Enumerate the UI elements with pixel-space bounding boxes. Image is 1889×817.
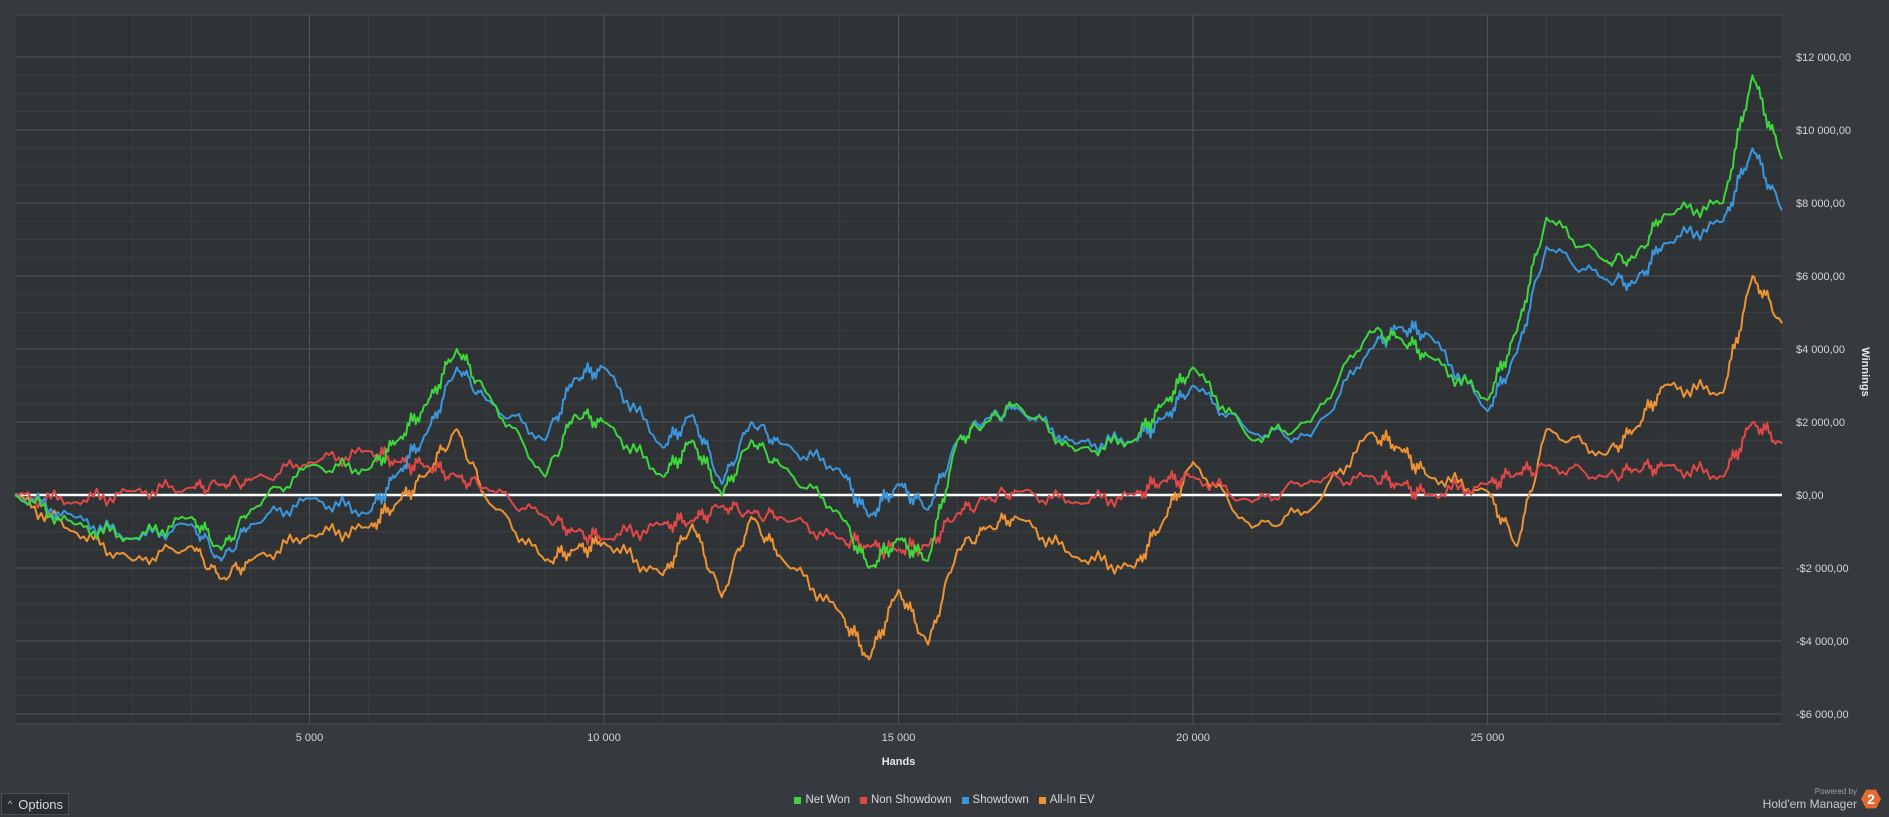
series-line-all-in-ev [14, 275, 1783, 661]
x-tick-label: 10 000 [587, 732, 621, 744]
legend-swatch [961, 796, 969, 804]
legend-label: Showdown [972, 794, 1029, 806]
x-axis-ticks: 5 000 10 000 15 000 20 000 25 000 [296, 732, 1505, 744]
major-grid [15, 15, 1782, 724]
y-tick-label: $4 000,00 [1796, 344, 1845, 356]
y-tick-label: $10 000,00 [1796, 125, 1851, 137]
y-tick-label: -$4 000,00 [1796, 636, 1849, 648]
legend-item-net-won[interactable]: Net Won [794, 794, 850, 806]
series-lines [14, 74, 1783, 661]
series-line-net-won [14, 74, 1783, 569]
series-line-showdown [14, 147, 1783, 562]
x-tick-label: 5 000 [296, 732, 324, 744]
chart-legend: Net Won Non Showdown Showdown All-In EV [0, 794, 1889, 806]
hem-logo-icon: 2 [1861, 789, 1881, 809]
legend-swatch [1038, 796, 1046, 804]
y-tick-label: -$6 000,00 [1796, 709, 1849, 721]
y-tick-label: $2 000,00 [1796, 417, 1845, 429]
brand-name: Hold'em Manager [1762, 797, 1857, 811]
x-tick-label: 15 000 [882, 732, 916, 744]
y-tick-label: $0,00 [1796, 490, 1824, 502]
y-axis-ticks: -$6 000,00 -$4 000,00 -$2 000,00 $0,00 $2 00… [1796, 52, 1851, 721]
series-line-non-showdown [14, 421, 1783, 560]
legend-item-non-showdown[interactable]: Non Showdown [859, 794, 952, 806]
legend-label: All-In EV [1049, 794, 1095, 806]
legend-label: Non Showdown [870, 794, 952, 806]
brand-powered-label: Powered by [1814, 787, 1857, 796]
legend-label: Net Won [805, 794, 850, 806]
legend-swatch [794, 796, 802, 804]
legend-item-all-in-ev[interactable]: All-In EV [1038, 794, 1095, 806]
brand-badge: Powered by Hold'em Manager 2 [1763, 785, 1881, 813]
y-tick-label: -$2 000,00 [1796, 563, 1849, 575]
y-axis-title: Winnings [1859, 347, 1871, 396]
legend-item-showdown[interactable]: Showdown [961, 794, 1029, 806]
options-button[interactable]: ^ Options [1, 793, 69, 815]
legend-swatch [859, 796, 867, 804]
x-axis-title: Hands [882, 756, 916, 768]
y-tick-label: $8 000,00 [1796, 198, 1845, 210]
x-tick-label: 25 000 [1471, 732, 1505, 744]
x-tick-label: 20 000 [1176, 732, 1210, 744]
chevron-up-icon: ^ [8, 799, 13, 809]
y-tick-label: $6 000,00 [1796, 271, 1845, 283]
options-label: Options [18, 796, 64, 812]
y-tick-label: $12 000,00 [1796, 52, 1851, 64]
